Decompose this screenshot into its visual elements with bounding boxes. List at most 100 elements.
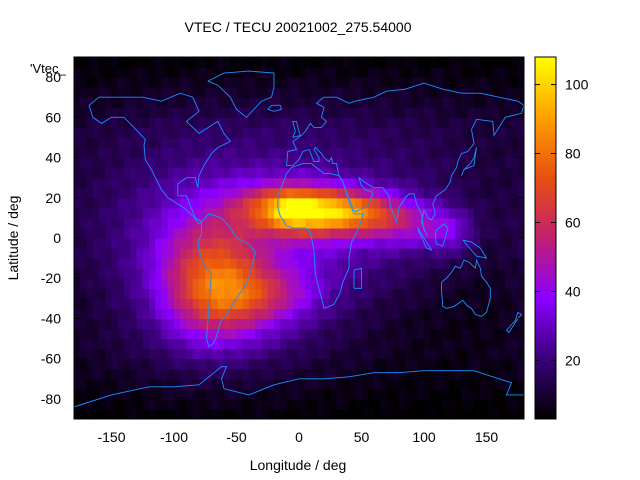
heatmap-cell — [417, 278, 425, 289]
heatmap-cell — [205, 117, 213, 128]
heatmap-cell — [311, 67, 319, 78]
heatmap-cell — [174, 167, 181, 179]
heatmap-cell — [486, 177, 494, 189]
heatmap-cell — [267, 408, 275, 419]
heatmap-cell — [224, 408, 231, 419]
heatmap-cell — [105, 368, 113, 380]
heatmap-cell — [136, 278, 144, 289]
heatmap-cell — [480, 197, 488, 209]
heatmap-cell — [211, 187, 219, 199]
heatmap-cell — [324, 248, 331, 259]
heatmap-cell — [486, 147, 494, 159]
heatmap-cell — [267, 358, 275, 370]
heatmap-cell — [461, 318, 469, 330]
heatmap-cell — [317, 217, 325, 229]
heatmap-cell — [249, 227, 256, 239]
heatmap-cell — [167, 258, 175, 269]
heatmap-cell — [461, 197, 469, 209]
heatmap-cell — [142, 97, 150, 108]
heatmap-cell — [167, 67, 175, 78]
heatmap-cell — [436, 268, 444, 279]
heatmap-cell — [505, 288, 513, 299]
heatmap-cell — [380, 137, 388, 149]
heatmap-cell — [192, 328, 200, 340]
heatmap-cell — [74, 328, 81, 340]
heatmap-cell — [436, 308, 444, 320]
heatmap-cell — [174, 388, 181, 400]
heatmap-cell — [167, 217, 175, 229]
heatmap-cell — [230, 167, 238, 179]
heatmap-cell — [136, 87, 144, 98]
heatmap-cell — [242, 137, 250, 149]
heatmap-cell — [449, 328, 456, 340]
heatmap-cell — [161, 167, 169, 179]
heatmap-cell — [167, 388, 175, 400]
heatmap-cell — [455, 167, 463, 179]
heatmap-cell — [430, 258, 438, 269]
heatmap-cell — [186, 248, 194, 259]
heatmap-cell — [186, 268, 194, 279]
heatmap-cell — [155, 157, 163, 169]
heatmap-cell — [267, 157, 275, 169]
heatmap-cell — [305, 348, 313, 360]
heatmap-cell — [405, 67, 413, 78]
heatmap-cell — [80, 207, 88, 219]
heatmap-cell — [405, 197, 413, 209]
heatmap-cell — [486, 157, 494, 169]
heatmap-cell — [155, 328, 163, 340]
heatmap-cell — [355, 308, 363, 320]
heatmap-cell — [386, 268, 394, 279]
heatmap-cell — [380, 368, 388, 380]
heatmap-cell — [199, 207, 206, 219]
heatmap-cell — [305, 398, 313, 410]
heatmap-cell — [449, 117, 456, 128]
heatmap-cell — [305, 137, 313, 149]
heatmap-cell — [467, 258, 475, 269]
heatmap-cell — [317, 338, 325, 350]
heatmap-cell — [217, 288, 225, 299]
heatmap-cell — [461, 348, 469, 360]
heatmap-cell — [349, 67, 356, 78]
heatmap-cell — [492, 137, 500, 149]
heatmap-cell — [486, 268, 494, 279]
heatmap-cell — [217, 238, 225, 249]
heatmap-cell — [192, 358, 200, 370]
heatmap-cell — [167, 408, 175, 419]
heatmap-cell — [442, 147, 450, 159]
heatmap-cell — [236, 227, 244, 239]
heatmap-cell — [461, 338, 469, 350]
heatmap-cell — [336, 87, 344, 98]
coastline-path — [207, 70, 275, 118]
heatmap-cell — [336, 348, 344, 360]
heatmap-cell — [517, 328, 524, 340]
heatmap-cell — [280, 328, 288, 340]
heatmap-cell — [186, 378, 194, 390]
heatmap-cell — [367, 278, 375, 289]
heatmap-cell — [205, 408, 213, 419]
heatmap-cell — [280, 238, 288, 249]
heatmap-cell — [199, 77, 206, 88]
heatmap-cell — [274, 318, 281, 330]
heatmap-cell — [261, 318, 269, 330]
heatmap-cell — [86, 258, 94, 269]
heatmap-cell — [92, 107, 100, 118]
heatmap-cell — [161, 157, 169, 169]
heatmap-cell — [255, 57, 263, 68]
heatmap-cell — [349, 268, 356, 279]
heatmap-cell — [180, 227, 188, 239]
heatmap-cell — [161, 268, 169, 279]
heatmap-cell — [324, 207, 331, 219]
heatmap-cell — [111, 298, 119, 309]
heatmap-cell — [186, 298, 194, 309]
heatmap-cell — [205, 157, 213, 169]
heatmap-cell — [136, 308, 144, 320]
heatmap-cell — [199, 278, 206, 289]
heatmap-cell — [499, 298, 506, 309]
heatmap-cell — [467, 308, 475, 320]
heatmap-cell — [299, 227, 306, 239]
heatmap-cell — [436, 248, 444, 259]
heatmap-cell — [355, 268, 363, 279]
heatmap-cell — [130, 318, 138, 330]
heatmap-cell — [174, 97, 181, 108]
heatmap-cell — [355, 358, 363, 370]
